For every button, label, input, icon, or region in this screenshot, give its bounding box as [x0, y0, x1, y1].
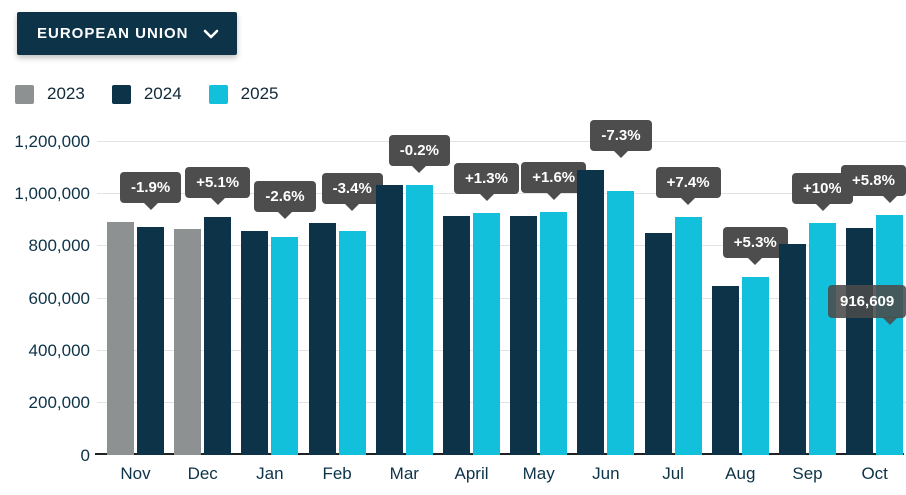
y-axis-tick-600000: 600,000: [28, 288, 90, 308]
x-axis-tick-nov: Nov: [120, 464, 151, 483]
legend-label-2024: 2024: [143, 84, 182, 103]
x-axis-tick-jul: Jul: [662, 464, 684, 483]
tooltip-pointer: [881, 195, 898, 204]
x-axis-tick-may: May: [522, 464, 555, 483]
x-axis-tick-sep: Sep: [792, 464, 823, 483]
x-axis-tick-mar: Mar: [389, 464, 419, 483]
legend-item-2023[interactable]: 2023: [15, 84, 85, 104]
gridline-1200000: [97, 140, 906, 142]
y-axis-tick-200000: 200,000: [28, 393, 90, 413]
legend-swatch-2024: [111, 84, 131, 104]
delta-tooltip-oct: +5.8%: [841, 165, 906, 204]
bar-2024-feb[interactable]: [308, 223, 336, 455]
legend-swatch-2025: [208, 84, 228, 104]
bar-2024-mar[interactable]: [375, 184, 403, 455]
tooltip-pointer: [411, 164, 428, 173]
delta-tooltip-jul: +7.4%: [655, 166, 721, 205]
delta-tooltip-aug: +5.3%: [722, 227, 788, 266]
region-dropdown[interactable]: EUROPEAN UNION: [17, 12, 237, 55]
bar-2023-nov[interactable]: [107, 222, 134, 455]
bar-2024-april[interactable]: [443, 216, 470, 455]
tooltip-pointer: [545, 192, 562, 201]
tooltip-pointer: [344, 203, 361, 212]
bar-2024-jul[interactable]: [644, 233, 672, 455]
legend-swatch-2023: [15, 84, 34, 104]
tooltip-pointer: [680, 196, 697, 205]
bar-2024-oct[interactable]: [846, 228, 874, 455]
y-axis-tick-1200000: 1,200,000: [14, 131, 90, 151]
bar-2025-april[interactable]: [473, 213, 500, 455]
legend-label-2025: 2025: [240, 84, 279, 103]
bar-2025-jun[interactable]: [607, 190, 635, 455]
bar-2025-feb[interactable]: [338, 231, 366, 455]
bar-2025-may[interactable]: [540, 212, 568, 455]
legend-item-2025[interactable]: 2025: [208, 84, 279, 104]
x-axis-tick-jan: Jan: [256, 464, 284, 483]
region-dropdown-label: EUROPEAN UNION: [37, 25, 189, 42]
tooltip-pointer: [276, 211, 293, 220]
bar-2025-jul[interactable]: [674, 216, 702, 455]
delta-tooltip-feb: -3.4%: [321, 173, 383, 212]
delta-tooltip-may: +1.6%: [521, 162, 587, 201]
bar-2025-jan[interactable]: [271, 237, 299, 455]
delta-tooltip-jun: -7.3%: [590, 119, 652, 158]
delta-tooltip-jan: -2.6%: [254, 181, 316, 220]
tooltip-pointer: [478, 193, 495, 202]
gridline-600000: [97, 297, 906, 299]
tooltip-pointer: [747, 257, 764, 266]
x-axis-tick-april: April: [454, 464, 489, 483]
bar-2025-mar[interactable]: [405, 185, 433, 455]
legend-item-2024[interactable]: 2024: [111, 84, 182, 104]
bar-2024-sep[interactable]: [779, 243, 806, 455]
x-axis-tick-aug: Aug: [725, 464, 756, 483]
y-axis-tick-0: 0: [80, 445, 90, 465]
chart-legend: 2023 2024 2025: [15, 84, 278, 104]
bar-2025-sep[interactable]: [809, 222, 836, 455]
gridline-800000: [97, 245, 906, 247]
tooltip-pointer: [209, 197, 226, 206]
delta-tooltip-april: +1.3%: [454, 163, 519, 202]
delta-tooltip-nov: -1.9%: [120, 172, 182, 211]
gridline-400000: [97, 349, 906, 351]
x-axis-tick-oct: Oct: [861, 464, 888, 483]
bar-2024-nov[interactable]: [137, 226, 164, 455]
tooltip-pointer: [142, 202, 159, 211]
delta-tooltip-dec: +5.1%: [185, 167, 251, 206]
x-axis-tick-dec: Dec: [187, 464, 218, 483]
bar-2024-may[interactable]: [510, 216, 538, 455]
bar-2024-aug[interactable]: [711, 286, 739, 455]
bar-2024-jan[interactable]: [241, 231, 269, 455]
y-axis-tick-400000: 400,000: [28, 340, 90, 360]
tooltip-pointer: [814, 202, 831, 211]
legend-label-2023: 2023: [47, 84, 85, 103]
bar-2024-dec[interactable]: [204, 217, 232, 455]
bar-2024-jun[interactable]: [577, 169, 605, 455]
tooltip-pointer: [881, 317, 898, 325]
bar-2025-aug[interactable]: [741, 277, 769, 455]
bar-2025-oct[interactable]: [876, 215, 904, 455]
chevron-down-icon: [203, 29, 219, 39]
y-axis-tick-800000: 800,000: [28, 236, 90, 256]
delta-tooltip-mar: -0.2%: [388, 134, 450, 173]
tooltip-pointer: [612, 149, 629, 158]
bar-2023-dec[interactable]: [174, 228, 202, 455]
gridline-200000: [97, 402, 906, 404]
value-tooltip-oct-2025: 916,609: [828, 285, 906, 325]
x-axis-tick-feb: Feb: [322, 464, 352, 483]
x-axis-tick-jun: Jun: [592, 464, 620, 483]
y-axis-tick-1000000: 1,000,000: [14, 183, 90, 203]
